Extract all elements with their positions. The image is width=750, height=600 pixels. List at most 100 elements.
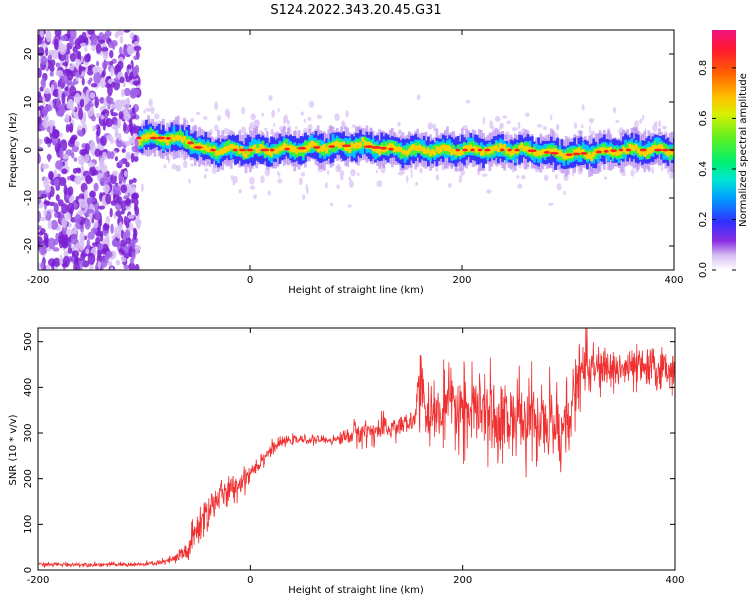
ridge-cell <box>448 145 451 153</box>
halo-speck <box>345 110 349 118</box>
noise-speck <box>90 33 98 46</box>
halo-speck <box>329 202 334 207</box>
noise-speck <box>128 179 133 185</box>
noise-speck <box>91 169 99 176</box>
ridge-cell <box>651 145 655 152</box>
noise-speck <box>84 46 88 52</box>
noise-speck <box>43 115 49 122</box>
noise-speck <box>96 254 103 264</box>
x-tick-label: 0 <box>247 575 253 586</box>
halo-speck <box>615 119 620 124</box>
noise-speck <box>75 71 80 78</box>
noise-speck <box>112 170 118 176</box>
noise-speck <box>123 170 128 178</box>
ridge-cell <box>418 144 422 152</box>
noise-speck <box>95 212 101 221</box>
noise-speck <box>62 241 69 249</box>
noise-speck <box>134 263 140 270</box>
ridge-cell <box>588 152 591 160</box>
noise-speck <box>68 197 73 203</box>
noise-speck <box>127 214 135 219</box>
noise-speck <box>47 220 52 230</box>
noise-speck <box>78 198 86 204</box>
halo-speck <box>336 163 341 170</box>
halo-speck <box>544 126 547 131</box>
noise-speck <box>55 232 59 241</box>
noise-speck <box>123 30 131 33</box>
ridge-cell <box>219 148 222 155</box>
ridge-cell <box>647 147 651 154</box>
ridge-peak <box>328 145 336 148</box>
ridge-cell <box>238 148 242 154</box>
halo-speck <box>143 109 146 114</box>
halo-speck <box>347 204 352 208</box>
noise-speck <box>109 50 114 59</box>
noise-speck <box>109 266 114 270</box>
noise-speck <box>130 152 135 163</box>
halo-speck <box>603 176 608 180</box>
noise-speck <box>69 85 77 97</box>
y-tick-label: 0 <box>23 147 34 153</box>
ridge-cell <box>607 147 610 155</box>
ridge-cell <box>337 142 341 149</box>
ridge-peak <box>313 146 321 149</box>
ridge-cell <box>253 145 256 153</box>
halo-speck <box>154 113 160 120</box>
halo-speck <box>465 99 471 104</box>
ridge-peak <box>187 141 194 145</box>
ridge-cell <box>348 146 352 154</box>
halo-speck <box>375 169 378 174</box>
ridge-cell <box>456 150 460 156</box>
ridge-cell <box>617 149 621 155</box>
halo-speck <box>654 121 658 126</box>
noise-speck <box>90 227 98 234</box>
ridge-cell <box>166 139 169 146</box>
ridge-cell <box>189 141 193 148</box>
halo-speck <box>223 128 229 135</box>
halo-speck <box>427 122 434 130</box>
ridge-cell <box>367 141 371 147</box>
ridge-peak <box>260 148 270 152</box>
noise-speck <box>87 252 96 265</box>
noise-speck <box>93 221 99 229</box>
noise-speck <box>101 60 108 70</box>
ridge-peak <box>500 148 505 152</box>
x-tick-label: 400 <box>665 575 684 586</box>
noise-speck <box>55 194 60 202</box>
noise-speck <box>123 87 131 97</box>
ridge-cell <box>581 148 585 154</box>
ridge-cell <box>539 150 543 156</box>
ridge-cell <box>505 148 509 154</box>
ridge-cell <box>431 148 434 155</box>
noise-speck <box>47 49 56 56</box>
halo-speck <box>334 113 340 121</box>
noise-speck <box>51 129 60 139</box>
snr-frame <box>37 327 676 571</box>
ridge-cell <box>636 148 640 153</box>
ridge-cell <box>312 141 316 148</box>
snr-panel: -200 0 200 400 0 100 200 300 400 500 Height of st… <box>8 327 685 596</box>
noise-speck <box>59 35 68 42</box>
ridge-cell <box>374 147 377 152</box>
halo-speck <box>214 124 219 132</box>
ridge-cell <box>227 145 231 151</box>
ridge-cell <box>142 134 146 140</box>
ridge-cell <box>231 144 235 150</box>
noise-speck <box>105 250 113 258</box>
halo-speck <box>340 174 344 181</box>
ridge-cell <box>151 132 155 139</box>
halo-speck <box>140 183 144 192</box>
halo-speck <box>482 116 486 126</box>
ridge-peak <box>363 145 374 149</box>
spectrogram-ticks: -200 0 200 400 -20 -10 0 10 20 <box>23 30 684 286</box>
ridge-cell <box>155 135 159 145</box>
noise-speck <box>109 103 117 109</box>
halo-speck <box>183 160 188 169</box>
y-tick-label: -20 <box>23 238 34 254</box>
noise-speck <box>68 37 73 42</box>
ridge-peak <box>193 146 203 149</box>
noise-speck <box>87 162 96 168</box>
noise-speck <box>92 125 96 132</box>
ridge-cell <box>149 128 153 138</box>
ridge-cell <box>191 143 195 149</box>
